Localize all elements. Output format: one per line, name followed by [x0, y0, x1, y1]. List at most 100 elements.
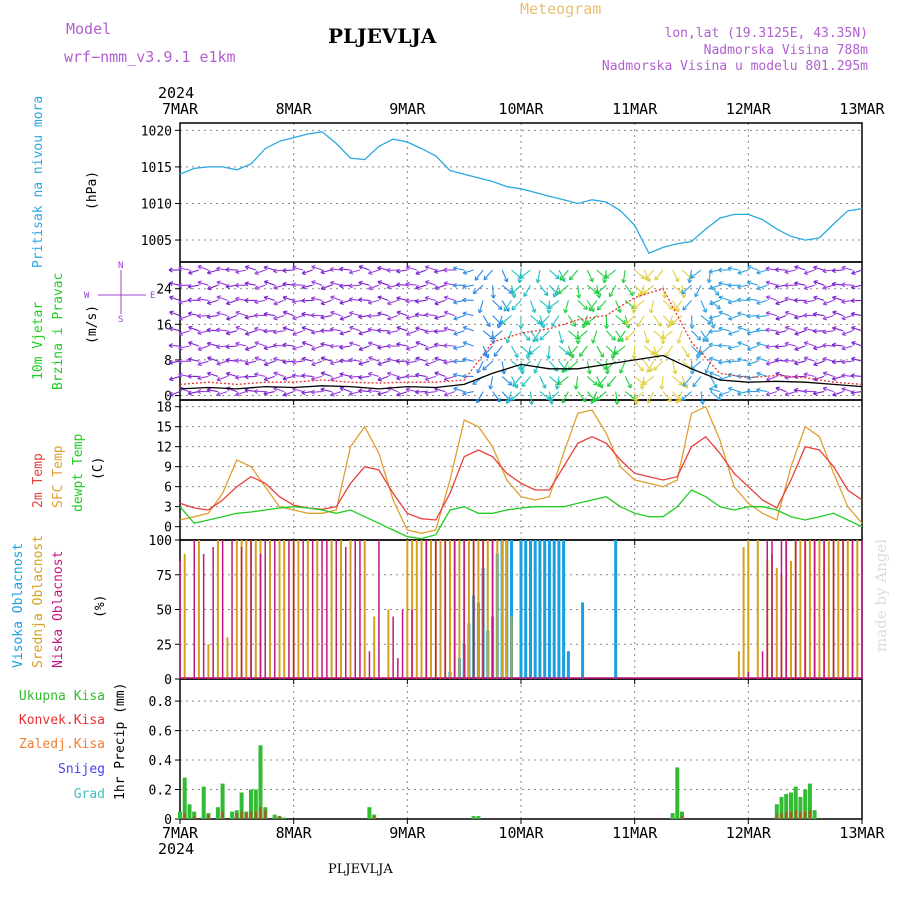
wind-arrow-head — [414, 298, 419, 303]
wind-arrow-head — [775, 346, 780, 350]
high-cloud-bar — [524, 540, 528, 679]
wind-arrow-head — [728, 318, 733, 321]
wind-arrow-head — [462, 373, 467, 377]
wind-arrow-head — [831, 361, 836, 365]
mid-cloud-bar — [340, 540, 342, 679]
wind-arrow-head — [434, 315, 438, 319]
mid-cloud-bar — [415, 540, 418, 679]
wind-arrow-head — [235, 271, 240, 275]
total-precip-bar — [178, 811, 182, 819]
wind-arrow — [607, 376, 617, 387]
wind-arrow-head — [405, 388, 410, 393]
wind-arrow — [169, 311, 181, 317]
wind-arrow-head — [235, 341, 240, 344]
wind-arrow-head — [463, 272, 468, 275]
wind-arrow-head — [406, 333, 411, 336]
wind-arrow-head — [415, 312, 420, 315]
wind-arrow-head — [216, 327, 221, 331]
wind-arrow-head — [535, 278, 539, 283]
wind-arrow-head — [405, 373, 410, 377]
wind-arrow — [785, 326, 796, 332]
wind-arrow-head — [746, 315, 751, 319]
wind-arrow-head — [367, 313, 372, 317]
wind-arrow — [273, 330, 285, 333]
lonlat-label: lon,lat (19.3125E, 43.35N) — [664, 26, 869, 41]
wind-arrow — [633, 299, 645, 309]
mid-cloud-bar — [283, 540, 286, 679]
wind-arrow — [501, 391, 512, 402]
wind-arrow-head — [254, 372, 259, 375]
wind-arrow-head — [496, 324, 499, 329]
wind-arrow-head — [766, 379, 771, 382]
wind-arrow-head — [563, 308, 566, 314]
wind-arrow-head — [444, 310, 449, 313]
wind-arrow — [756, 315, 768, 318]
wind-arrow — [396, 311, 408, 317]
wind-arrow-head — [708, 331, 713, 334]
wind-arrow — [406, 315, 417, 319]
wind-arrow-head — [263, 345, 268, 349]
wind-arrow-head — [282, 268, 287, 272]
wind-arrow-head — [443, 391, 448, 396]
wind-arrow-head — [747, 265, 751, 270]
wind-arrow-head — [633, 309, 637, 314]
wind-arrow-head — [254, 288, 259, 291]
wind-arrow-head — [476, 400, 481, 404]
wind-arrow — [387, 299, 399, 305]
wind-arrow-head — [301, 390, 306, 394]
wind-arrow-head — [339, 333, 345, 336]
wind-arrow-head — [197, 364, 203, 367]
wind-arrow — [813, 296, 825, 301]
wind-arrow-head — [484, 355, 489, 359]
wind-arrow — [424, 314, 436, 317]
wind-arrow — [216, 267, 228, 271]
wind-arrow — [641, 376, 645, 390]
wind-arrow — [273, 269, 285, 272]
wind-arrow-head — [709, 356, 714, 359]
wind-arrow — [444, 296, 455, 301]
wind-arrow — [539, 330, 550, 341]
wind-arrow-head — [577, 337, 582, 340]
wind-arrow-head — [794, 314, 798, 319]
wind-arrow — [425, 360, 436, 366]
wind-arrow-head — [668, 323, 673, 326]
wind-arrow-head — [311, 281, 315, 286]
wind-arrow-head — [822, 331, 827, 335]
wind-arrow-head — [453, 347, 458, 351]
wind-arrow-head — [188, 357, 193, 360]
wind-arrow-head — [329, 360, 334, 364]
wind-arrow-head — [226, 371, 231, 374]
wind-arrow — [851, 391, 863, 394]
wind-arrow-head — [756, 372, 760, 377]
wind-arrow-head — [225, 346, 230, 350]
wind-arrow — [368, 269, 380, 275]
wind-arrow-head — [405, 300, 410, 304]
wind-arrow-head — [358, 377, 363, 380]
wind-arrow-head — [311, 264, 316, 267]
wind-arrow — [813, 360, 825, 366]
wind-arrow-head — [746, 388, 751, 392]
wind-arrow-head — [178, 345, 182, 349]
wind-arrow — [688, 269, 693, 283]
wind-arrow-head — [291, 359, 296, 363]
wind-arrow-head — [320, 317, 325, 320]
wind-arrow — [643, 330, 649, 344]
wind-arrow — [368, 284, 380, 290]
low-cloud-bar — [472, 540, 475, 679]
high-cloud-bar — [614, 540, 618, 679]
wind-arrow-head — [377, 281, 382, 286]
wind-arrow-head — [679, 397, 682, 402]
wind-arrow-head — [784, 377, 789, 381]
wind-arrow-head — [187, 393, 193, 396]
mid-cloud-bar — [818, 540, 821, 679]
wind-arrow-head — [254, 301, 259, 305]
wind-arrow — [660, 376, 664, 390]
wind-arrow-head — [832, 378, 837, 381]
wind-arrow — [169, 391, 181, 396]
wind-arrow-head — [244, 297, 249, 301]
wind-arrow-head — [670, 320, 673, 326]
wind-arrow-head — [520, 277, 525, 279]
wind-arrow-head — [831, 359, 836, 363]
wind-arrow-head — [667, 324, 672, 329]
wind-arrow-head — [650, 309, 654, 314]
